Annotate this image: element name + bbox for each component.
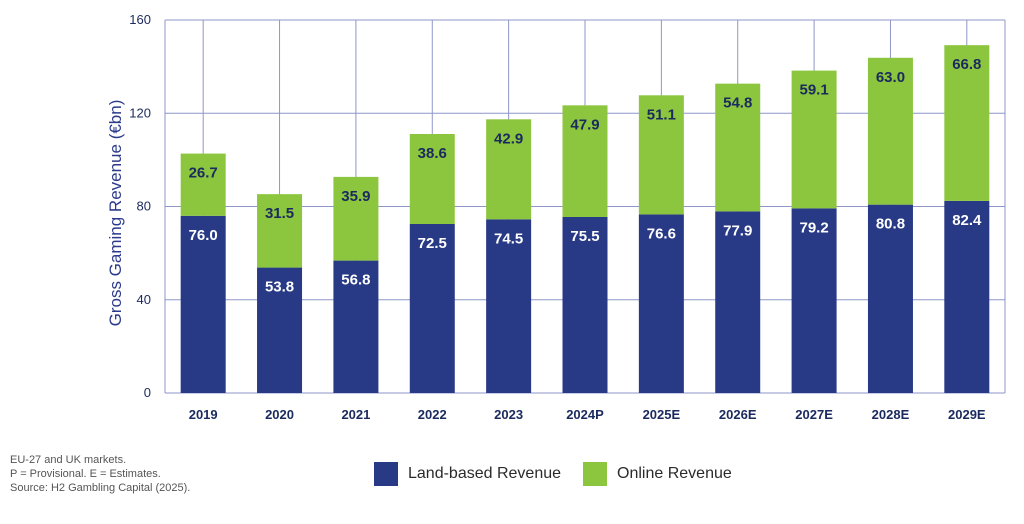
- bar-land-based-revenue-2022: [409, 223, 455, 393]
- footnote-source: Source: H2 Gambling Capital (2025).: [10, 482, 191, 494]
- bar-land-based-revenue-2028E: [867, 204, 913, 393]
- bar-label-online-revenue-2023: 42.9: [494, 130, 523, 147]
- bar-land-based-revenue-2024P: [562, 216, 608, 393]
- legend-label-land: Land-based Revenue: [408, 465, 562, 482]
- footnote-provisional: P = Provisional. E = Estimates.: [10, 468, 161, 480]
- bar-land-based-revenue-2021: [333, 260, 379, 393]
- bar-label-online-revenue-2028E: 63.0: [876, 69, 905, 86]
- x-tick-label: 2019: [189, 407, 218, 422]
- bars: [180, 45, 990, 393]
- x-tick-label: 2029E: [948, 407, 986, 422]
- y-tick-label: 80: [137, 199, 151, 214]
- bar-online-revenue-2023: [486, 119, 532, 220]
- bar-land-based-revenue-2025E: [638, 214, 684, 393]
- bar-land-based-revenue-2023: [486, 219, 532, 393]
- bar-online-revenue-2021: [333, 176, 379, 261]
- legend-swatch-land: [374, 462, 398, 486]
- bar-online-revenue-2022: [409, 133, 455, 224]
- bar-label-land-based-revenue-2019: 76.0: [189, 227, 218, 244]
- bar-online-revenue-2028E: [867, 57, 913, 205]
- footnotes: EU-27 and UK markets. P = Provisional. E…: [10, 453, 190, 495]
- bar-label-land-based-revenue-2021: 56.8: [341, 272, 370, 289]
- bar-value-labels: 76.0 26.7 53.8 31.5 56.8 35.9 72.5 38.6 74.5 42.9…: [189, 56, 982, 295]
- bar-land-based-revenue-2026E: [715, 211, 761, 393]
- x-tick-label: 2024P: [566, 407, 604, 422]
- x-tick-label: 2026E: [719, 407, 757, 422]
- bar-online-revenue-2025E: [638, 95, 684, 215]
- bar-land-based-revenue-2029E: [944, 200, 990, 393]
- x-tick-label: 2020: [265, 407, 294, 422]
- bar-land-based-revenue-2020: [257, 267, 303, 393]
- bar-label-land-based-revenue-2029E: 82.4: [952, 212, 982, 229]
- footnote-markets: EU-27 and UK markets.: [10, 454, 127, 466]
- bar-online-revenue-2019: [180, 153, 226, 216]
- bar-label-land-based-revenue-2025E: 76.6: [647, 225, 676, 242]
- bar-label-online-revenue-2021: 35.9: [341, 188, 370, 205]
- y-tick-label: 120: [129, 105, 151, 120]
- bar-label-land-based-revenue-2026E: 77.9: [723, 222, 752, 239]
- bar-label-online-revenue-2022: 38.6: [418, 145, 447, 162]
- bar-label-land-based-revenue-2028E: 80.8: [876, 216, 905, 233]
- bar-label-online-revenue-2025E: 51.1: [647, 106, 676, 123]
- x-tick-label: 2025E: [643, 407, 681, 422]
- x-tick-label: 2021: [341, 407, 370, 422]
- bar-label-online-revenue-2026E: 54.8: [723, 95, 752, 112]
- bar-label-land-based-revenue-2024P: 75.5: [570, 228, 599, 245]
- legend-label-online: Online Revenue: [617, 465, 732, 482]
- legend-swatch-online: [583, 462, 608, 486]
- y-tick-label: 160: [129, 12, 151, 27]
- axis-ticks: 0 40 80 120 160 2019 2020 2021 2022 2023 2024P 2025…: [129, 12, 986, 422]
- x-tick-label: 2022: [418, 407, 447, 422]
- bar-online-revenue-2024P: [562, 105, 608, 217]
- bar-label-land-based-revenue-2027E: 79.2: [799, 219, 828, 236]
- y-axis-label: Gross Gaming Revenue (€bn): [106, 100, 125, 327]
- bar-label-online-revenue-2029E: 66.8: [952, 56, 981, 73]
- legend-item-land: Land-based Revenue: [374, 462, 561, 486]
- legend-item-online: Online Revenue: [583, 462, 732, 486]
- legend: Land-based Revenue Online Revenue: [374, 462, 754, 486]
- bar-online-revenue-2020: [257, 194, 303, 268]
- bar-label-land-based-revenue-2020: 53.8: [265, 279, 294, 296]
- bar-label-online-revenue-2024P: 47.9: [570, 116, 599, 133]
- bar-label-land-based-revenue-2022: 72.5: [418, 235, 447, 252]
- bar-land-based-revenue-2019: [180, 215, 226, 393]
- x-tick-label: 2028E: [872, 407, 910, 422]
- y-tick-label: 40: [137, 292, 151, 307]
- x-tick-label: 2023: [494, 407, 523, 422]
- bar-label-online-revenue-2027E: 59.1: [799, 82, 828, 99]
- bar-online-revenue-2026E: [715, 83, 761, 212]
- bar-online-revenue-2029E: [944, 45, 990, 201]
- y-tick-label: 0: [144, 385, 151, 400]
- bar-label-online-revenue-2019: 26.7: [189, 165, 218, 182]
- bar-land-based-revenue-2027E: [791, 208, 837, 393]
- bar-label-land-based-revenue-2023: 74.5: [494, 230, 523, 247]
- bar-online-revenue-2027E: [791, 70, 837, 209]
- bar-label-online-revenue-2020: 31.5: [265, 205, 294, 222]
- chart-area: 76.0 26.7 53.8 31.5 56.8 35.9 72.5 38.6 74.5 42.9…: [106, 12, 1006, 422]
- x-tick-label: 2027E: [795, 407, 833, 422]
